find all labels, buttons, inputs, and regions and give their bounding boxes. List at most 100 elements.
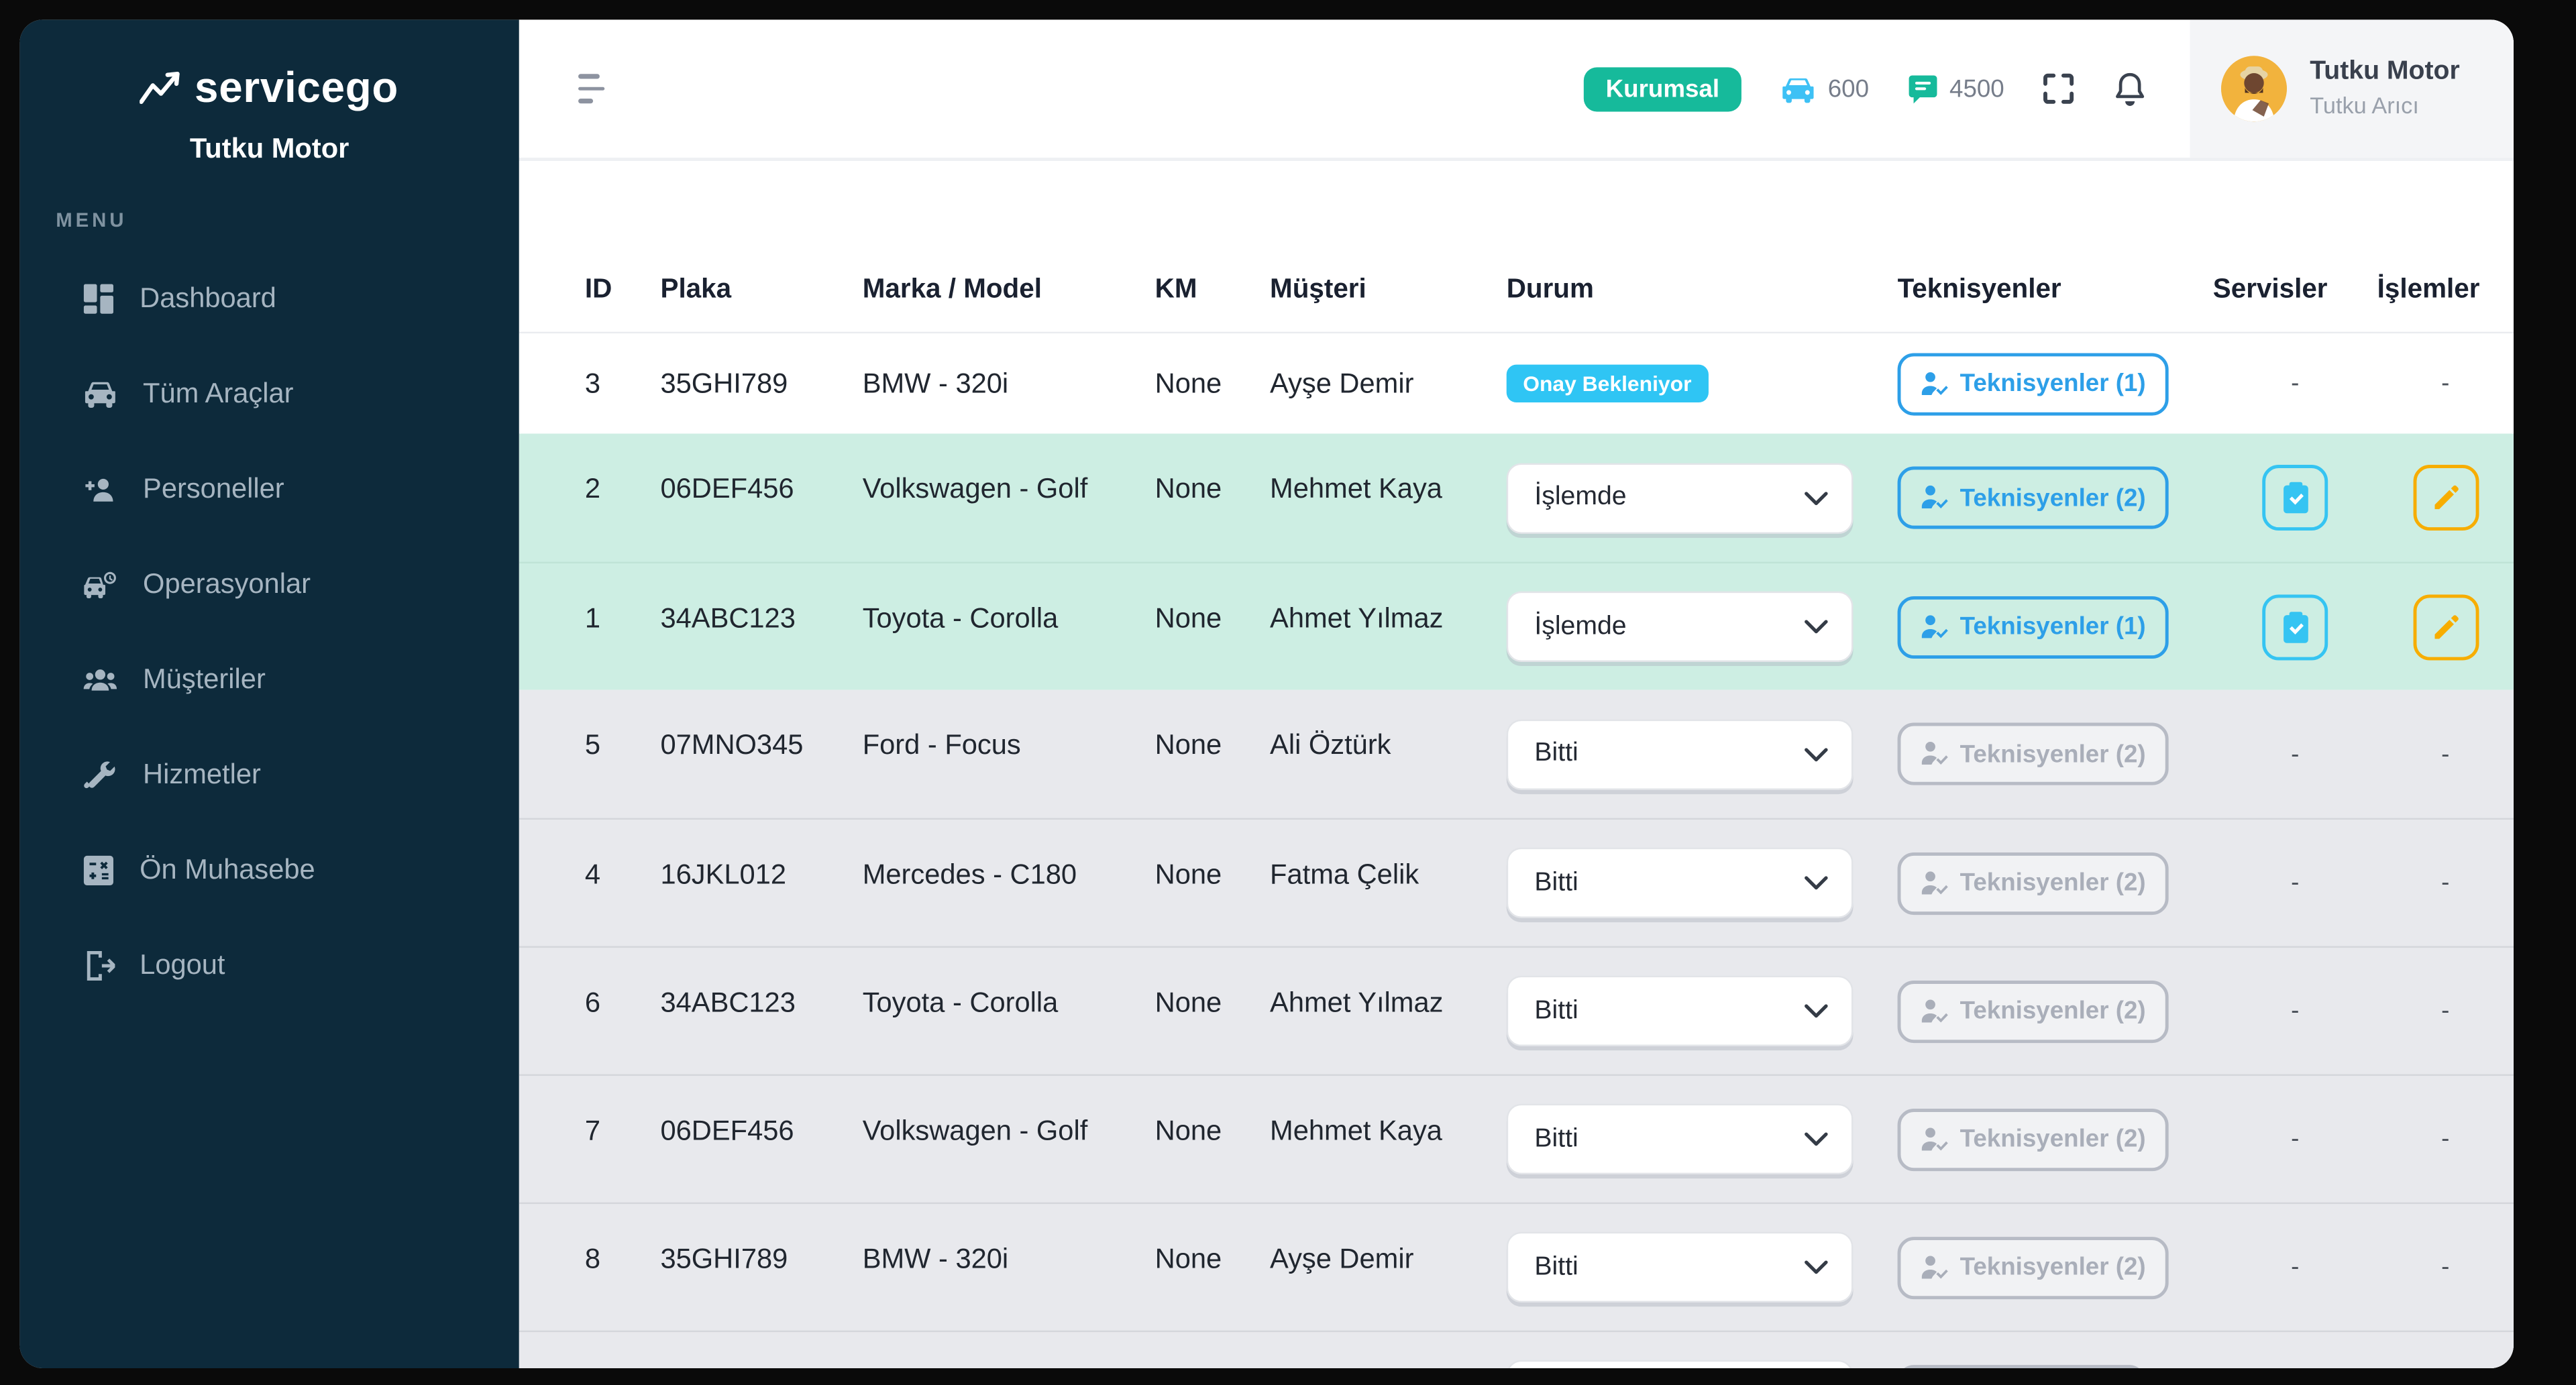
- column-header: KM: [1155, 274, 1197, 304]
- status-badge: Onay Bekleniyor: [1506, 364, 1708, 403]
- table-row: 8 35GHI789 BMW - 320i None Ayşe Demir Bitti Te…: [519, 1202, 2514, 1331]
- cell-status: Onay Bekleniyor: [1506, 364, 1898, 403]
- chat-icon: [1907, 73, 1938, 105]
- customers-icon: [83, 669, 117, 691]
- edit-button[interactable]: [2412, 465, 2479, 531]
- status-select-value: Bitti: [1534, 1252, 1578, 1280]
- logo-pulse-icon: [140, 70, 183, 106]
- cell-id: 3: [584, 367, 601, 398]
- top-bar: Kurumsal 600 4500: [519, 19, 2514, 158]
- status-select[interactable]: Bitti: [1506, 1103, 1854, 1175]
- status-select[interactable]: İşlemde: [1506, 591, 1854, 662]
- sidebar-item-dashboard[interactable]: Dashboard: [19, 252, 519, 347]
- services-button[interactable]: [2262, 594, 2328, 660]
- status-select[interactable]: Bitti: [1506, 718, 1854, 789]
- notifications-bell-icon[interactable]: [2112, 70, 2147, 107]
- person-check-icon: [1921, 614, 1948, 638]
- table-row: 6 34ABC123 Toyota - Corolla None Ahmet Yılma…: [519, 946, 2514, 1074]
- status-select[interactable]: Bitti: [1506, 1231, 1854, 1303]
- cell-services: -: [2213, 1254, 2377, 1282]
- cell-km: None: [1155, 367, 1222, 398]
- cell-actions: -: [2377, 997, 2514, 1026]
- cell-status: Bitti: [1506, 847, 1898, 918]
- sidebar-item-m-teriler[interactable]: Müşteriler: [19, 632, 519, 728]
- cell-model: BMW - 320i: [862, 1242, 1009, 1274]
- cell-plate: 34ABC123: [660, 986, 796, 1018]
- person-check-icon: [1921, 1255, 1948, 1278]
- status-select[interactable]: [1506, 1360, 1854, 1369]
- cell-model: Volkswagen - Golf: [862, 473, 1088, 504]
- message-count: 4500: [1949, 74, 2004, 103]
- sidebar-item-t-m-ara-lar[interactable]: Tüm Araçlar: [19, 347, 519, 442]
- services-empty: -: [2291, 1253, 2300, 1282]
- cell-plate: 35GHI789: [660, 1242, 788, 1274]
- status-select-value: Bitti: [1534, 996, 1578, 1024]
- cell-technicians: Teknisyenler (1): [1897, 352, 2213, 415]
- fullscreen-icon[interactable]: [2042, 72, 2075, 105]
- cell-plate: 34ABC123: [660, 602, 796, 634]
- technicians-button: Teknisyenler (2): [1897, 722, 2169, 785]
- user-menu[interactable]: Tutku Motor Tutku Arıcı: [2190, 19, 2514, 158]
- sidebar-toggle-icon[interactable]: [578, 74, 611, 104]
- services-icon: [84, 761, 115, 789]
- status-select[interactable]: Bitti: [1506, 847, 1854, 918]
- column-header: Servisler: [2212, 274, 2328, 304]
- actions-empty: -: [2441, 1253, 2450, 1282]
- technicians-button-label: Teknisyenler (2): [1960, 484, 2146, 512]
- sidebar-item-operasyonlar[interactable]: Operasyonlar: [19, 537, 519, 632]
- sidebar-item-label: Logout: [140, 949, 225, 981]
- cell-id: 6: [584, 986, 601, 1018]
- edit-button[interactable]: [2412, 594, 2479, 660]
- sidebar-item-label: Dashboard: [140, 282, 276, 314]
- cell-technicians: Teknisyenler (2): [1897, 466, 2213, 529]
- cell-actions: -: [2377, 370, 2514, 398]
- technicians-button-label: Teknisyenler (1): [1960, 612, 2146, 641]
- sidebar-item-personeller[interactable]: Personeller: [19, 442, 519, 537]
- cell-plate: 16JKL012: [660, 858, 787, 890]
- actions-empty: -: [2441, 997, 2450, 1026]
- column-header: Plaka: [660, 274, 732, 304]
- sidebar-item-hizmetler[interactable]: Hizmetler: [19, 728, 519, 823]
- actions-empty: -: [2441, 869, 2450, 897]
- table-row: 2 06DEF456 Volkswagen - Golf None Mehmet Kay…: [519, 433, 2514, 562]
- table-row: 4 16JKL012 Mercedes - C180 None Fatma Çelik B…: [519, 818, 2514, 946]
- chevron-down-icon: [1804, 1003, 1829, 1018]
- status-select-value: İşlemde: [1534, 612, 1627, 640]
- chevron-down-icon: [1804, 619, 1829, 634]
- services-button[interactable]: [2262, 465, 2328, 531]
- sidebar-item-logout[interactable]: Logout: [19, 918, 519, 1013]
- cell-plate: 35GHI789: [660, 367, 788, 398]
- technicians-button-label: Teknisyenler (2): [1960, 869, 2146, 897]
- technicians-button[interactable]: Teknisyenler (1): [1897, 352, 2169, 415]
- status-select-value: Bitti: [1534, 1124, 1578, 1152]
- cell-services: -: [2213, 1125, 2377, 1154]
- person-check-icon: [1921, 1127, 1948, 1150]
- cell-id: 4: [584, 858, 601, 890]
- sidebar-item--n-muhasebe[interactable]: Ön Muhasebe: [19, 823, 519, 918]
- message-counter[interactable]: 4500: [1907, 73, 2004, 105]
- services-empty: -: [2291, 740, 2300, 768]
- technicians-button[interactable]: Teknisyenler (2): [1897, 466, 2169, 529]
- vehicle-counter[interactable]: 600: [1778, 74, 1869, 103]
- status-select[interactable]: İşlemde: [1506, 462, 1854, 533]
- operations-icon: [84, 571, 117, 599]
- cell-actions: -: [2377, 1254, 2514, 1282]
- technicians-button: Teknisyenler (2): [1897, 1107, 2169, 1170]
- app-logo-text: servicego: [195, 62, 398, 112]
- technicians-button-label: Teknisyenler (2): [1960, 1125, 2146, 1154]
- avatar: [2221, 56, 2287, 122]
- clipboard-check-icon: [2282, 482, 2308, 514]
- car-icon: [1778, 74, 1816, 103]
- technicians-button[interactable]: Teknisyenler (1): [1897, 595, 2169, 658]
- chevron-down-icon: [1804, 490, 1829, 505]
- sidebar-menu: Dashboard Tüm Araçlar Personeller Operasyon…: [19, 252, 519, 1013]
- cell-model: Volkswagen - Golf: [862, 1114, 1088, 1146]
- cell-km: None: [1155, 729, 1222, 761]
- table-body: 3 35GHI789 BMW - 320i None Ayşe Demir Onay Be…: [519, 333, 2514, 1369]
- cell-km: None: [1155, 858, 1222, 890]
- cell-status: Bitti: [1506, 718, 1898, 789]
- cell-plate: 06DEF456: [660, 473, 794, 504]
- services-empty: -: [2291, 370, 2300, 398]
- status-select[interactable]: Bitti: [1506, 975, 1854, 1047]
- cell-technicians: [1897, 1332, 2213, 1369]
